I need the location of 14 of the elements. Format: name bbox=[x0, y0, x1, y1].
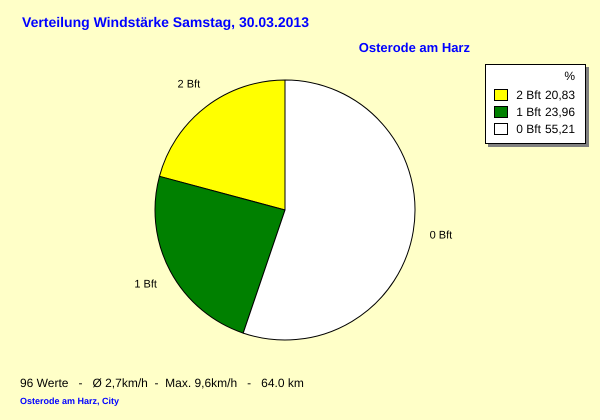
text: 96 Werte - Ø 2,7km/h - Max. 9,6km/h - 64.0 km bbox=[20, 376, 304, 390]
legend-label: 0 Bft bbox=[516, 122, 541, 136]
slice-label: 0 Bft bbox=[430, 230, 452, 242]
slice-label: 2 Bft bbox=[178, 78, 200, 91]
data-label: 23,96 bbox=[544, 104, 575, 118]
legend-label: 2 Bft bbox=[516, 88, 541, 102]
data-label: 20,83 bbox=[544, 88, 575, 102]
slice-label: 1 Bft bbox=[134, 278, 157, 290]
legend-title: % bbox=[563, 69, 575, 83]
chart-subtitle: Osterode am Harz bbox=[358, 40, 470, 55]
text: Osterode am Harz, City bbox=[20, 396, 120, 406]
chart-title: Verteilung Windstärke Samstag, 30.03.2013 bbox=[22, 14, 310, 30]
legend-label: 1 Bft bbox=[516, 104, 541, 118]
data-label: 55,21 bbox=[544, 122, 575, 136]
